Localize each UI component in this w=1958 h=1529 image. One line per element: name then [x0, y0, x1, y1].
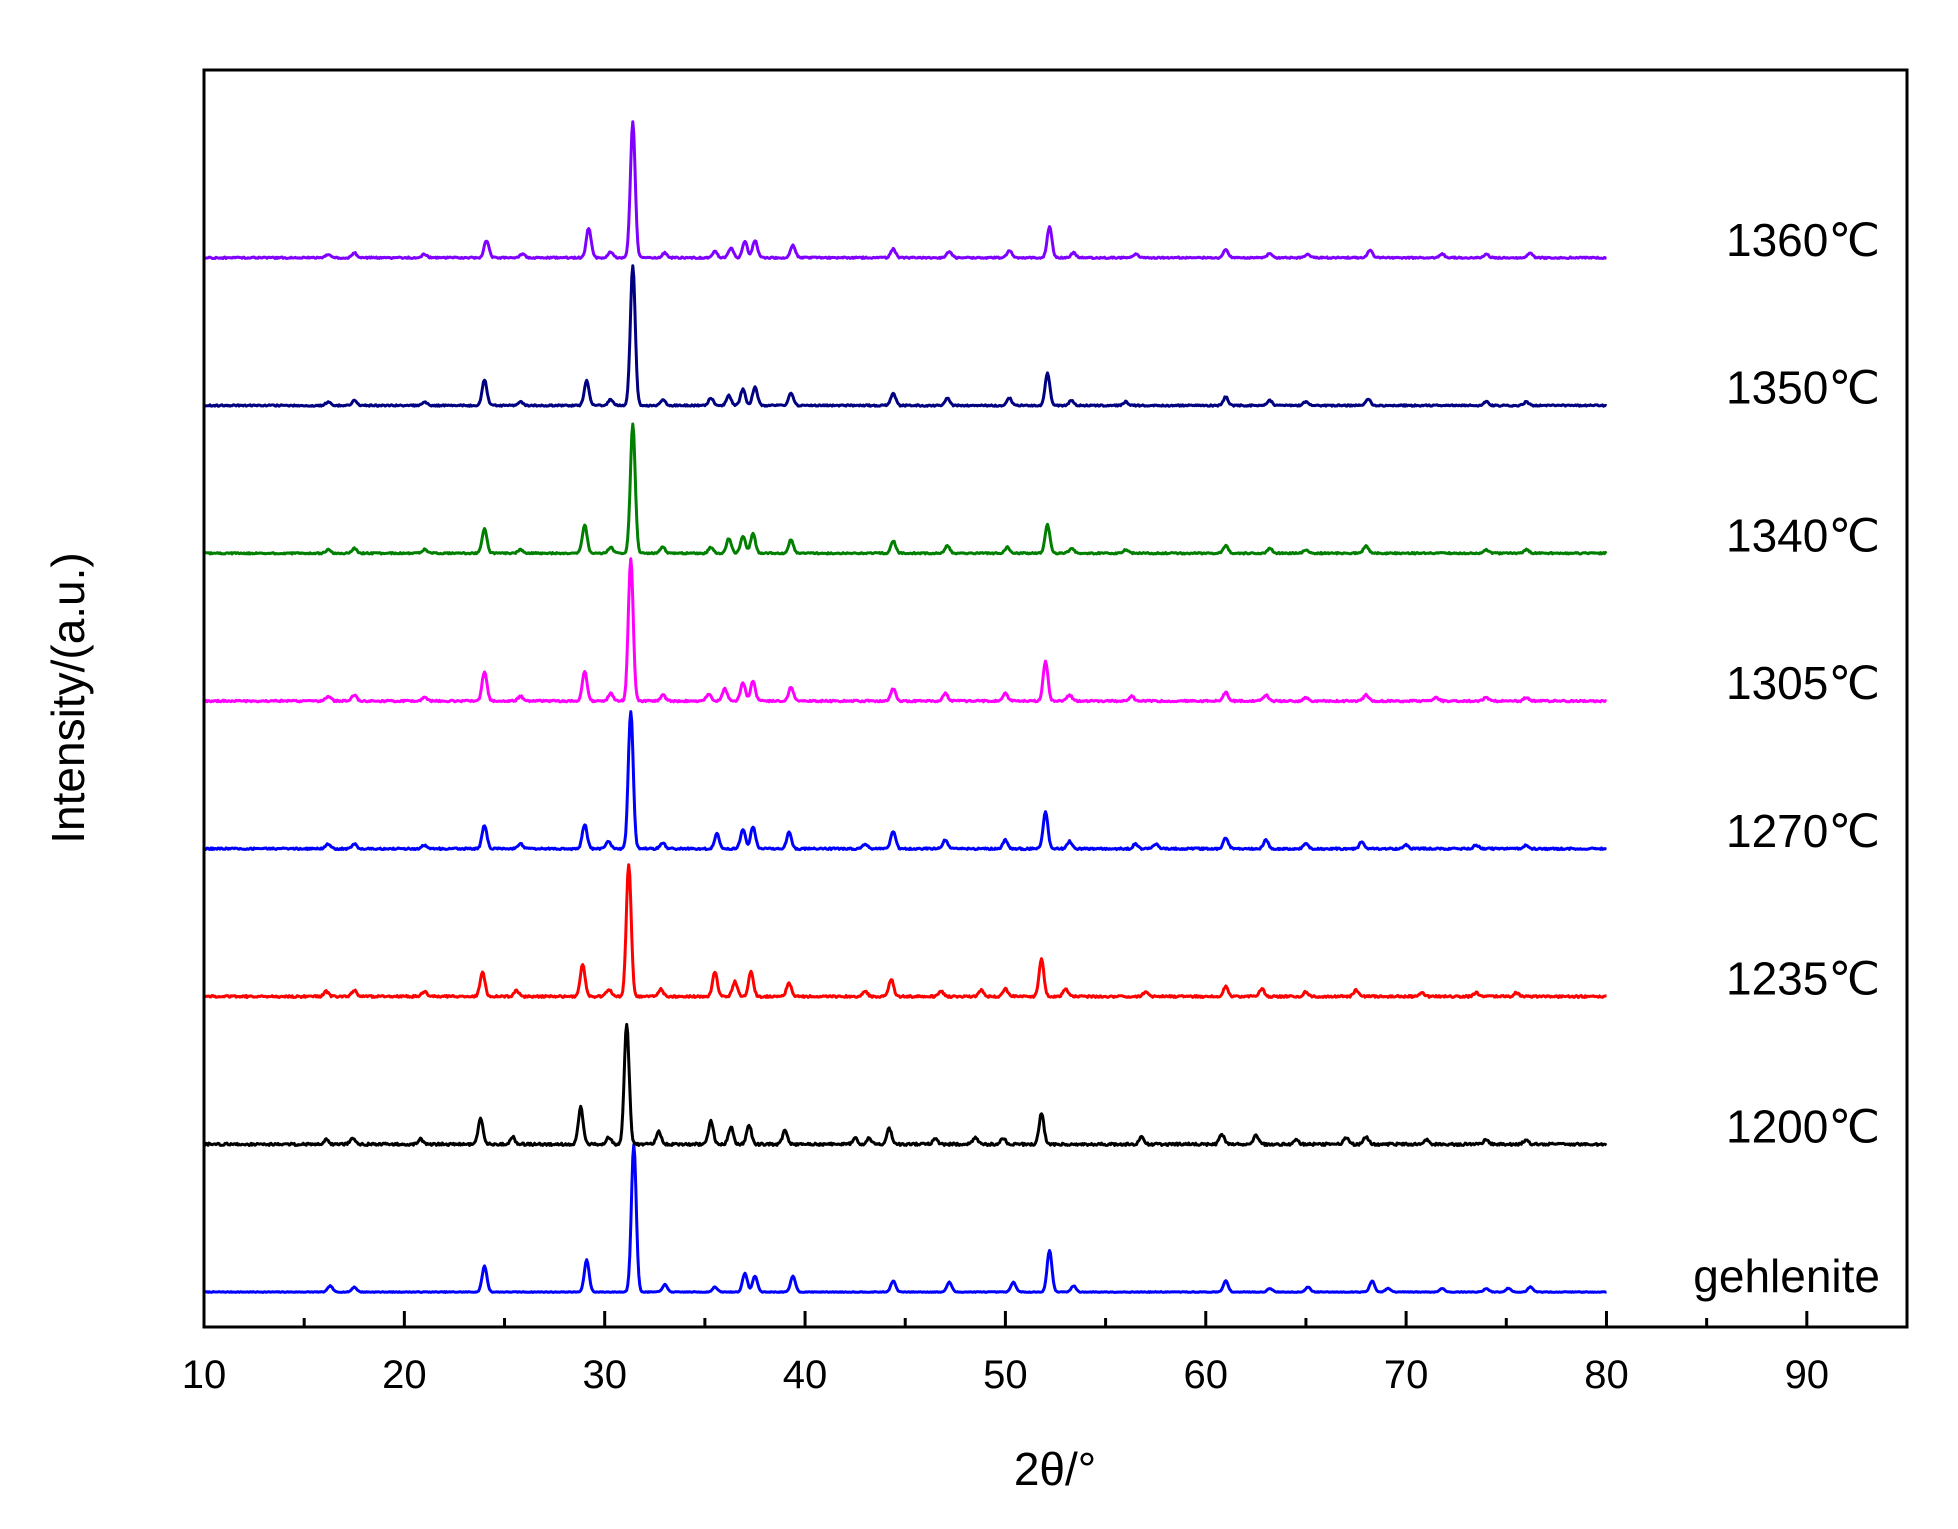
series-line — [203, 1022, 1608, 1147]
x-tick-label: 80 — [1584, 1353, 1629, 1397]
y-axis-title: Intensity/(a.u.) — [42, 552, 94, 843]
x-tick-label: 10 — [182, 1353, 227, 1397]
x-tick-label: 20 — [382, 1353, 427, 1397]
x-tick-label: 70 — [1384, 1353, 1429, 1397]
series-label: 1360℃ — [1726, 214, 1880, 266]
x-axis-title: 2θ/° — [1014, 1443, 1096, 1495]
series-line — [203, 863, 1607, 999]
x-tick-label: 90 — [1785, 1353, 1830, 1397]
series-label: 1200℃ — [1726, 1100, 1880, 1152]
series-label: gehlenite — [1693, 1250, 1880, 1302]
x-tick-label: 30 — [582, 1353, 627, 1397]
series-label: 1235℃ — [1726, 953, 1880, 1005]
series-line — [203, 1143, 1607, 1294]
plot-frame — [202, 68, 1909, 1329]
series-labels: gehlenite 1200℃ 1235℃ 1270℃ 1305℃ 1340℃ 1350℃ 1… — [1693, 214, 1880, 1302]
x-tick-label: 60 — [1184, 1353, 1229, 1397]
x-tick-label: 50 — [983, 1353, 1028, 1397]
series-traces — [202, 120, 1608, 1294]
series-label: 1305℃ — [1726, 657, 1880, 709]
x-tick-label: 40 — [783, 1353, 828, 1397]
series-line — [203, 422, 1608, 556]
x-axis-ticks: 10 20 30 40 50 60 70 80 90 — [182, 1311, 1909, 1397]
series-label: 1270℃ — [1726, 805, 1880, 857]
series-line — [203, 710, 1607, 852]
series-label: 1340℃ — [1726, 509, 1880, 561]
series-line — [202, 264, 1608, 408]
series-label: 1350℃ — [1726, 362, 1880, 414]
series-line — [203, 557, 1607, 704]
series-line — [203, 120, 1607, 260]
